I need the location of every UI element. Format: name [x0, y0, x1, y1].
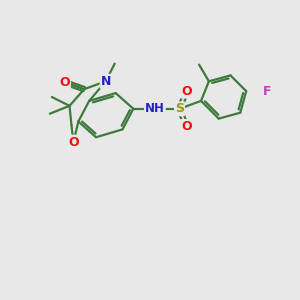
Text: N: N [100, 75, 111, 88]
Text: O: O [181, 120, 192, 133]
Text: O: O [68, 136, 79, 148]
Text: NH: NH [145, 102, 165, 115]
Text: O: O [181, 85, 192, 98]
Text: O: O [59, 76, 70, 89]
Text: F: F [263, 85, 272, 98]
Text: S: S [175, 102, 184, 115]
